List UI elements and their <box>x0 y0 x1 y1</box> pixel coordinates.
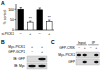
error-bar <box>39 8 41 10</box>
band <box>28 65 36 68</box>
condition-value: − <box>78 46 80 50</box>
y-tick-label: 100 <box>8 8 14 12</box>
x-tick-label: + <box>48 31 51 36</box>
significance: ** <box>29 16 33 21</box>
band <box>82 54 86 57</box>
x-tick-label: + <box>29 31 32 36</box>
condition-label: GFP-GCP1 <box>8 50 25 54</box>
condition-value: + <box>95 46 97 50</box>
row-label: Myc-PICK1 <box>58 53 75 57</box>
row-label: IB: Myc <box>14 64 25 68</box>
condition-value: + <box>84 46 86 50</box>
condition-label: Myc-PICK1 <box>8 45 25 49</box>
condition-value: − <box>31 50 33 54</box>
band <box>38 65 46 68</box>
x-axis-label: si-PICK1 <box>1 32 14 36</box>
error-bar <box>20 8 22 10</box>
figure: A% control050100−+**−+**si-PICK1BMyc-PIC… <box>0 0 100 81</box>
blot-strip <box>76 59 99 65</box>
condition-value: + <box>41 45 43 49</box>
y-tick-label: 50 <box>10 18 14 22</box>
panel-letter: B <box>1 39 5 45</box>
row-label: IB: GFP <box>13 57 26 61</box>
row-label: GFP <box>68 60 76 64</box>
band <box>77 54 81 57</box>
condition-value: + <box>31 45 33 49</box>
error-bar <box>29 21 31 22</box>
band <box>77 61 81 64</box>
band <box>94 54 98 57</box>
bar <box>46 21 52 30</box>
panel-letter: C <box>51 39 55 45</box>
band <box>88 61 92 64</box>
band <box>94 61 98 64</box>
y-tick <box>15 19 17 20</box>
error-bar <box>48 20 50 21</box>
y-tick <box>15 30 17 31</box>
band <box>88 54 92 57</box>
blot-strip <box>76 52 99 58</box>
x-tick-label: − <box>39 31 42 36</box>
group-label: Input <box>78 41 86 45</box>
group-label: IP <box>92 41 96 45</box>
condition-label: GFP-CRIK <box>59 46 76 50</box>
condition-value: + <box>41 50 43 54</box>
canvas: A% control050100−+**−+**si-PICK1BMyc-PIC… <box>0 0 100 81</box>
bar <box>37 10 43 30</box>
significance: ** <box>48 15 52 20</box>
band <box>82 61 86 64</box>
bar <box>18 9 24 30</box>
y-axis-label: % control <box>3 9 7 24</box>
blot-strip <box>27 63 47 69</box>
y-tick <box>15 9 17 10</box>
band <box>38 58 46 61</box>
bar <box>27 22 33 30</box>
panel-letter: A <box>1 0 5 6</box>
condition-value: − <box>89 46 91 50</box>
band <box>28 58 36 61</box>
bars <box>18 8 52 30</box>
x-tick-label: − <box>20 31 23 36</box>
blot-strip <box>27 56 47 62</box>
y-axis <box>16 4 17 30</box>
